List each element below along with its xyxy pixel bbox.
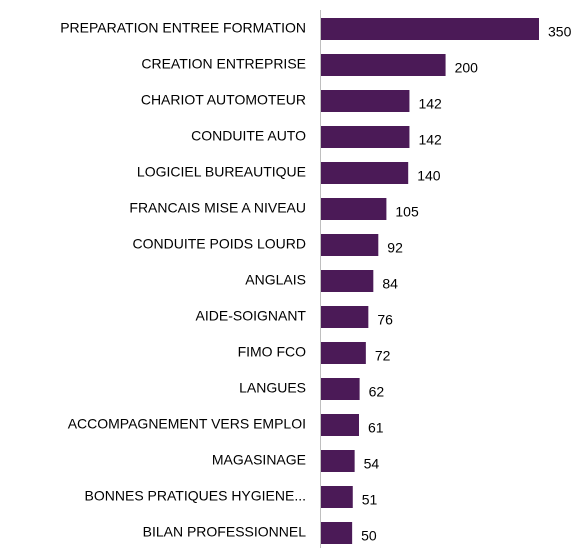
value-label: 72	[375, 348, 391, 364]
value-label: 140	[417, 168, 441, 184]
value-label: 76	[377, 312, 393, 328]
value-label: 92	[387, 240, 403, 256]
value-label: 62	[369, 384, 385, 400]
bar	[321, 342, 366, 364]
category-label: ANGLAIS	[245, 272, 306, 288]
category-label: ACCOMPAGNEMENT VERS EMPLOI	[68, 416, 306, 432]
category-label: CREATION ENTREPRISE	[141, 56, 306, 72]
value-label: 350	[548, 24, 572, 40]
bar	[321, 306, 369, 328]
value-label: 84	[382, 276, 398, 292]
category-label: AIDE-SOIGNANT	[196, 308, 307, 324]
category-label: CONDUITE POIDS LOURD	[133, 236, 306, 252]
category-label: CONDUITE AUTO	[191, 128, 306, 144]
bar	[321, 270, 374, 292]
bar	[321, 486, 353, 508]
bar	[321, 162, 409, 184]
category-label: FRANCAIS MISE A NIVEAU	[129, 200, 306, 216]
category-label: MAGASINAGE	[212, 452, 306, 468]
bar	[321, 90, 410, 112]
value-label: 51	[362, 492, 378, 508]
value-label: 54	[364, 456, 380, 472]
bar	[321, 522, 353, 544]
value-label: 142	[418, 96, 442, 112]
bar	[321, 414, 359, 436]
value-label: 200	[455, 60, 479, 76]
category-label: LOGICIEL BUREAUTIQUE	[137, 164, 306, 180]
value-label: 61	[368, 420, 384, 436]
bar	[321, 54, 446, 76]
bar	[321, 378, 360, 400]
bar	[321, 126, 410, 148]
bar	[321, 234, 379, 256]
bar	[321, 450, 355, 472]
category-label: PREPARATION ENTREE FORMATION	[60, 20, 306, 36]
category-label: BONNES PRATIQUES HYGIENE...	[85, 488, 306, 504]
bar	[321, 198, 387, 220]
category-label: BILAN PROFESSIONNEL	[143, 524, 307, 540]
value-label: 142	[418, 132, 442, 148]
value-label: 105	[395, 204, 419, 220]
category-label: CHARIOT AUTOMOTEUR	[141, 92, 306, 108]
category-label: FIMO FCO	[238, 344, 307, 360]
category-label: LANGUES	[239, 380, 306, 396]
bar	[321, 18, 539, 40]
value-label: 50	[361, 528, 377, 544]
